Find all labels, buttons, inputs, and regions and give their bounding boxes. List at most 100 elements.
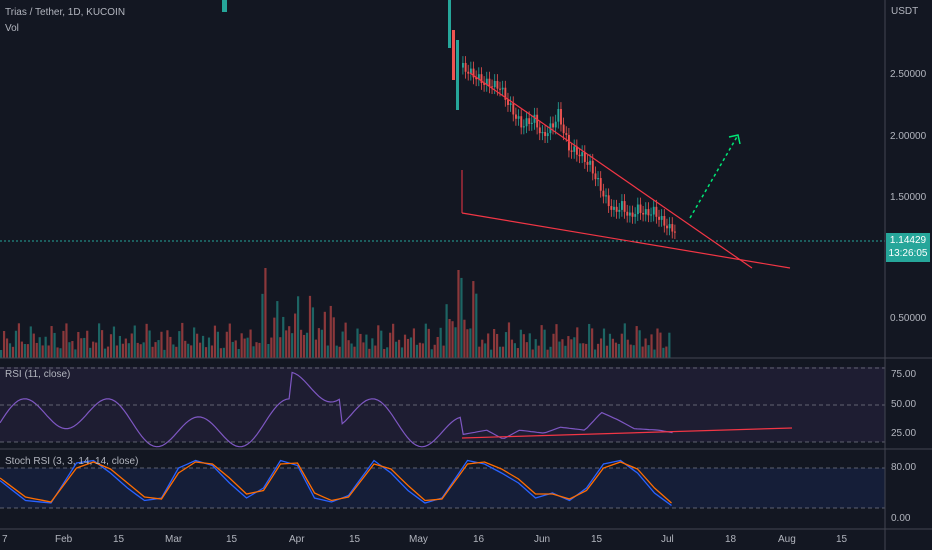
candle-body — [520, 116, 523, 128]
stoch-tick: 80.00 — [891, 462, 917, 473]
time-label: Aug — [778, 534, 796, 545]
volume-bar — [448, 318, 451, 358]
candle-body — [663, 216, 666, 226]
volume-bar — [193, 327, 196, 358]
candle-body — [488, 78, 491, 87]
volume-bar — [629, 344, 632, 358]
volume-bar — [258, 342, 261, 358]
lower-trendline — [461, 212, 791, 269]
volume-bar — [454, 327, 457, 358]
volume-bar — [632, 345, 635, 358]
volume-bar — [397, 339, 401, 358]
volume-bar — [638, 330, 641, 358]
volume-bar — [178, 331, 181, 358]
volume-bar — [400, 347, 404, 358]
volume-bar — [311, 307, 315, 358]
rsi-tick: 50.00 — [891, 399, 917, 410]
volume-bar — [582, 343, 585, 358]
projection-arrowhead — [728, 134, 741, 145]
volume-bar — [493, 329, 496, 358]
candle-body — [477, 74, 480, 80]
volume-bar — [118, 335, 121, 358]
volume-bar — [50, 326, 53, 358]
volume-bar — [29, 326, 32, 358]
candle-body — [512, 103, 515, 115]
volume-bar — [395, 341, 398, 358]
volume-bar — [139, 344, 142, 358]
time-label: 15 — [226, 534, 238, 545]
volume-bar — [380, 330, 383, 358]
volume-bar — [466, 329, 469, 358]
volume-bar — [255, 342, 258, 358]
volume-bar — [347, 340, 350, 358]
stoch-tick: 0.00 — [891, 513, 911, 524]
volume-bar — [320, 329, 323, 358]
volume-bar — [308, 295, 312, 358]
volume-bar — [430, 349, 433, 358]
stoch-legend[interactable]: Stoch RSI (3, 3, 14, 14, close) — [5, 456, 139, 467]
volume-bar — [103, 348, 107, 358]
volume-bar — [433, 344, 436, 358]
symbol-legend[interactable]: Trias / Tether, 1D, KUCOIN — [5, 7, 126, 18]
time-label: Apr — [289, 534, 305, 545]
volume-bar — [338, 346, 341, 358]
rsi-line — [0, 371, 673, 448]
volume-bar — [270, 337, 273, 358]
volume-bar — [602, 328, 606, 358]
volume-bar — [531, 349, 534, 358]
candle-body — [456, 40, 459, 110]
last-price-badge: 1.14429 13:26:05 — [886, 233, 930, 262]
volume-bar — [38, 337, 41, 358]
volume-bar — [611, 338, 615, 358]
candle-body — [493, 81, 496, 88]
volume-bar — [151, 346, 154, 358]
volume-bar — [172, 344, 175, 358]
volume-bar — [237, 349, 240, 358]
volume-bar — [44, 336, 47, 358]
candle-body — [573, 146, 576, 152]
volume-bar — [184, 340, 187, 358]
candle-body — [530, 122, 533, 124]
volume-bar — [436, 336, 439, 358]
candle-body — [666, 225, 668, 229]
volume-bar — [201, 335, 205, 358]
candle-body — [658, 216, 660, 220]
candle-body — [644, 209, 647, 215]
volume-bar — [77, 331, 80, 358]
volume-bar — [596, 343, 600, 358]
time-label: Jul — [661, 534, 674, 545]
price-tick: 2.50000 — [890, 69, 927, 80]
volume-bar — [279, 337, 282, 358]
candle-body — [448, 0, 451, 48]
volume-bar — [243, 338, 246, 358]
candle-body — [581, 152, 584, 157]
volume-bar — [534, 339, 537, 358]
volume-bar — [204, 347, 208, 358]
candle-body — [568, 134, 570, 151]
price-candles — [222, 0, 676, 240]
candle-body — [605, 195, 607, 197]
volume-bar — [424, 323, 427, 358]
candle-body — [578, 154, 581, 157]
volume-bar — [228, 323, 231, 358]
volume-bar — [507, 322, 511, 358]
volume-legend[interactable]: Vol — [5, 23, 19, 34]
candle-body — [628, 212, 631, 216]
volume-bar — [501, 346, 505, 358]
volume-bar — [59, 348, 62, 358]
volume-bar — [591, 328, 594, 358]
rsi-tick: 75.00 — [891, 369, 917, 380]
candle-body — [509, 103, 512, 105]
candle-body — [491, 86, 494, 88]
candle-body — [631, 212, 634, 217]
candle-body — [639, 204, 642, 213]
candle-body — [674, 231, 676, 233]
volume-bar — [210, 345, 214, 358]
volume-bar — [620, 333, 623, 358]
rsi-legend[interactable]: RSI (11, close) — [5, 369, 71, 380]
time-label: 16 — [473, 534, 485, 545]
volume-bar — [579, 343, 582, 358]
candle-body — [557, 109, 560, 122]
